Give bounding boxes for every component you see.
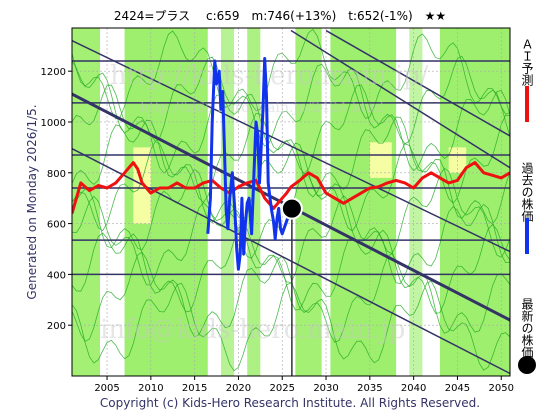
green-line-0 [72,280,510,372]
plot-frame [71,27,511,377]
y-tick-label-5: 1200 [41,67,66,78]
yellow-patch-1 [369,142,392,178]
x-tick-label-8: 2045 [445,383,470,394]
green-line-1 [72,251,510,343]
y-tick-label-2: 600 [47,220,66,231]
legend-label-2: 最新の株価 [520,298,534,358]
x-tick-label-9: 2050 [489,383,514,394]
green-line-9 [72,28,510,120]
channel-line-0 [72,40,510,253]
x-tick-label-5: 2030 [313,383,338,394]
y-axis-ticks: 200 400 600 800 1000 1200 [41,67,72,332]
green-line-3 [72,195,510,286]
x-tick-label-2: 2015 [182,383,207,394]
green-band-6 [409,28,423,376]
x-tick-label-4: 2025 [270,383,295,394]
channel-line-3 [290,29,510,169]
green-line-8 [72,55,510,147]
latest-price-marker-group [280,197,303,220]
chart-title: 2424=プラス c:659 m:746(+13%) t:652(-1%) ★★ [114,9,446,23]
green-forecast-bands [72,28,510,376]
legend-label-0: ＡＩ予測 [520,38,534,87]
y-tick-label-0: 200 [47,321,66,332]
green-line-5 [72,141,510,232]
x-tick-label-7: 2040 [401,383,426,394]
latest-price-marker [280,197,303,220]
ai-forecast-line [72,161,510,214]
x-tick-label-3: 2020 [226,383,251,394]
x-tick-label-0: 2005 [94,383,119,394]
green-line-2 [72,223,510,314]
legend-label-1: 過去の株価 [520,162,534,222]
data-series [72,57,510,271]
x-tick-label-6: 2035 [357,383,382,394]
green-band-7 [439,28,510,376]
grid-lines [72,28,510,376]
watermark-url: http://kids-hero.main.jp/ [110,61,429,91]
y-tick-label-4: 1000 [41,118,66,129]
copyright-footer: Copyright (c) Kids-Hero Research Institu… [100,396,480,410]
y-tick-label-1: 400 [47,270,66,281]
x-axis-ticks: 2005 2010 2015 2020 2025 2030 2035 2040 2045 2050 [94,376,514,394]
channel-line-4 [325,29,510,137]
legend-swatch-2 [518,356,536,374]
x-tick-label-1: 2010 [138,383,163,394]
past-price-line [206,57,292,271]
watermark-email: info@kids-hero.main.jp [100,315,405,345]
generated-date-label: Generated on Monday 2026/1/5. [25,104,39,299]
y-tick-label-3: 800 [47,169,66,180]
